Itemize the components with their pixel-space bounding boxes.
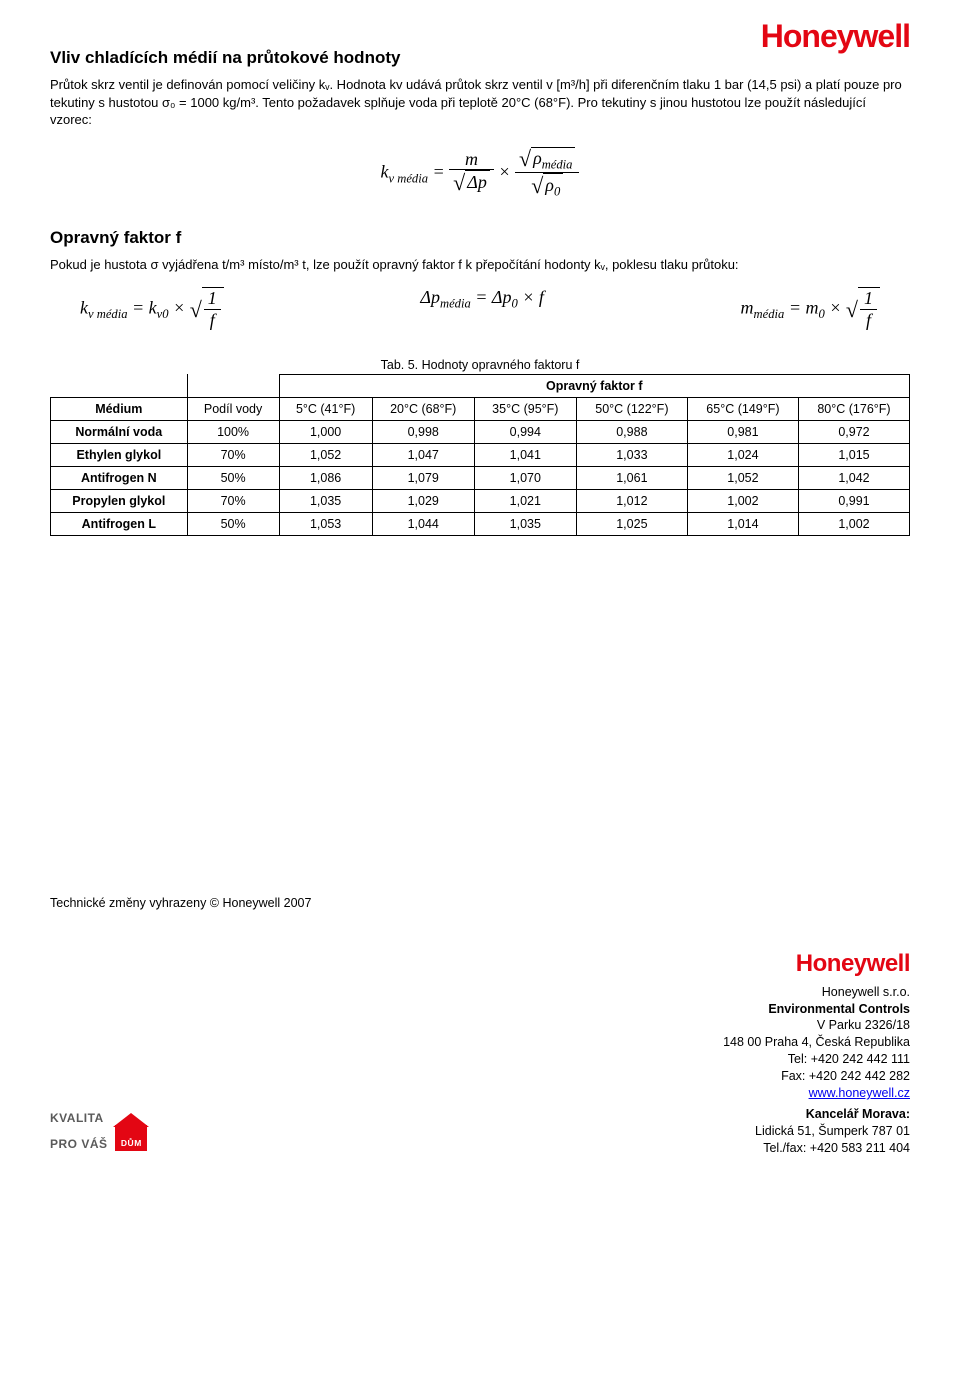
formula-m: mmédia = m0 × 1f [741, 287, 880, 331]
medium-cell: Propylen glykol [51, 489, 188, 512]
value-cell: 0,991 [798, 489, 909, 512]
formula-row: kv média = kv0 × 1f Δpmédia = Δp0 × f mm… [50, 287, 910, 331]
value-cell: 1,035 [474, 512, 576, 535]
formula-dp: Δpmédia = Δp0 × f [420, 287, 544, 331]
temp-col-header: 50°C (122°F) [576, 397, 687, 420]
value-cell: 1,053 [279, 512, 372, 535]
value-cell: 0,994 [474, 420, 576, 443]
table-span-header: Opravný faktor f [279, 374, 909, 397]
medium-cell: Ethylen glykol [51, 443, 188, 466]
division: Environmental Controls [50, 1001, 910, 1018]
office2-title: Kancelář Morava: [50, 1106, 910, 1123]
section2-title: Opravný faktor f [50, 228, 910, 248]
value-cell: 1,086 [279, 466, 372, 489]
medium-cell: Antifrogen L [51, 512, 188, 535]
website-link[interactable]: www.honeywell.cz [809, 1086, 910, 1100]
value-cell: 1,042 [798, 466, 909, 489]
value-cell: 1,029 [372, 489, 474, 512]
company-name: Honeywell s.r.o. [50, 984, 910, 1001]
fax: Fax: +420 242 442 282 [50, 1068, 910, 1085]
tel: Tel: +420 242 442 111 [50, 1051, 910, 1068]
tech-note: Technické změny vyhrazeny © Honeywell 20… [50, 896, 910, 910]
kvalita-badge: KVALITA PRO VÁŠ DŮM [50, 1112, 147, 1151]
office2-addr: Lidická 51, Šumperk 787 01 [50, 1123, 910, 1140]
value-cell: 1,021 [474, 489, 576, 512]
value-cell: 1,012 [576, 489, 687, 512]
brand-logo-bottom: Honeywell [50, 950, 910, 978]
value-cell: 1,044 [372, 512, 474, 535]
temp-col-header: 5°C (41°F) [279, 397, 372, 420]
temp-col-header: 65°C (149°F) [687, 397, 798, 420]
podil-cell: 50% [187, 512, 279, 535]
temp-col-header: 80°C (176°F) [798, 397, 909, 420]
value-cell: 1,014 [687, 512, 798, 535]
value-cell: 1,079 [372, 466, 474, 489]
section1-paragraph: Průtok skrz ventil je definován pomocí v… [50, 76, 910, 129]
value-cell: 1,002 [687, 489, 798, 512]
podil-cell: 50% [187, 466, 279, 489]
badge-line2: PRO VÁŠ [50, 1137, 108, 1151]
value-cell: 1,052 [279, 443, 372, 466]
formula-kv-media: kv média = mΔp × ρmédiaρ0 [50, 147, 910, 200]
table-caption: Tab. 5. Hodnoty opravného faktoru f [50, 358, 910, 372]
podil-cell: 100% [187, 420, 279, 443]
addr1: V Parku 2326/18 [50, 1017, 910, 1034]
value-cell: 1,025 [576, 512, 687, 535]
value-cell: 1,002 [798, 512, 909, 535]
office2-tel: Tel./fax: +420 583 211 404 [50, 1140, 910, 1157]
podil-cell: 70% [187, 443, 279, 466]
contact-block: Honeywell s.r.o. Environmental Controls … [50, 984, 910, 1157]
medium-cell: Antifrogen N [51, 466, 188, 489]
medium-cell: Normální voda [51, 420, 188, 443]
value-cell: 1,061 [576, 466, 687, 489]
value-cell: 1,041 [474, 443, 576, 466]
temp-col-header: 35°C (95°F) [474, 397, 576, 420]
value-cell: 0,972 [798, 420, 909, 443]
value-cell: 1,015 [798, 443, 909, 466]
value-cell: 1,024 [687, 443, 798, 466]
value-cell: 1,000 [279, 420, 372, 443]
value-cell: 0,988 [576, 420, 687, 443]
section2-paragraph: Pokud je hustota σ vyjádřena t/m³ místo/… [50, 256, 910, 274]
col-podil-header: Podíl vody [187, 397, 279, 420]
value-cell: 1,033 [576, 443, 687, 466]
value-cell: 1,052 [687, 466, 798, 489]
col-medium-header: Médium [51, 397, 188, 420]
house-icon: DŮM [115, 1125, 147, 1151]
value-cell: 0,981 [687, 420, 798, 443]
podil-cell: 70% [187, 489, 279, 512]
value-cell: 1,047 [372, 443, 474, 466]
addr2: 148 00 Praha 4, Česká Republika [50, 1034, 910, 1051]
value-cell: 0,998 [372, 420, 474, 443]
value-cell: 1,035 [279, 489, 372, 512]
correction-factor-table: Opravný faktor f MédiumPodíl vody5°C (41°… [50, 374, 910, 536]
brand-logo-top: Honeywell [761, 18, 910, 55]
formula-kv: kv média = kv0 × 1f [80, 287, 224, 331]
value-cell: 1,070 [474, 466, 576, 489]
temp-col-header: 20°C (68°F) [372, 397, 474, 420]
